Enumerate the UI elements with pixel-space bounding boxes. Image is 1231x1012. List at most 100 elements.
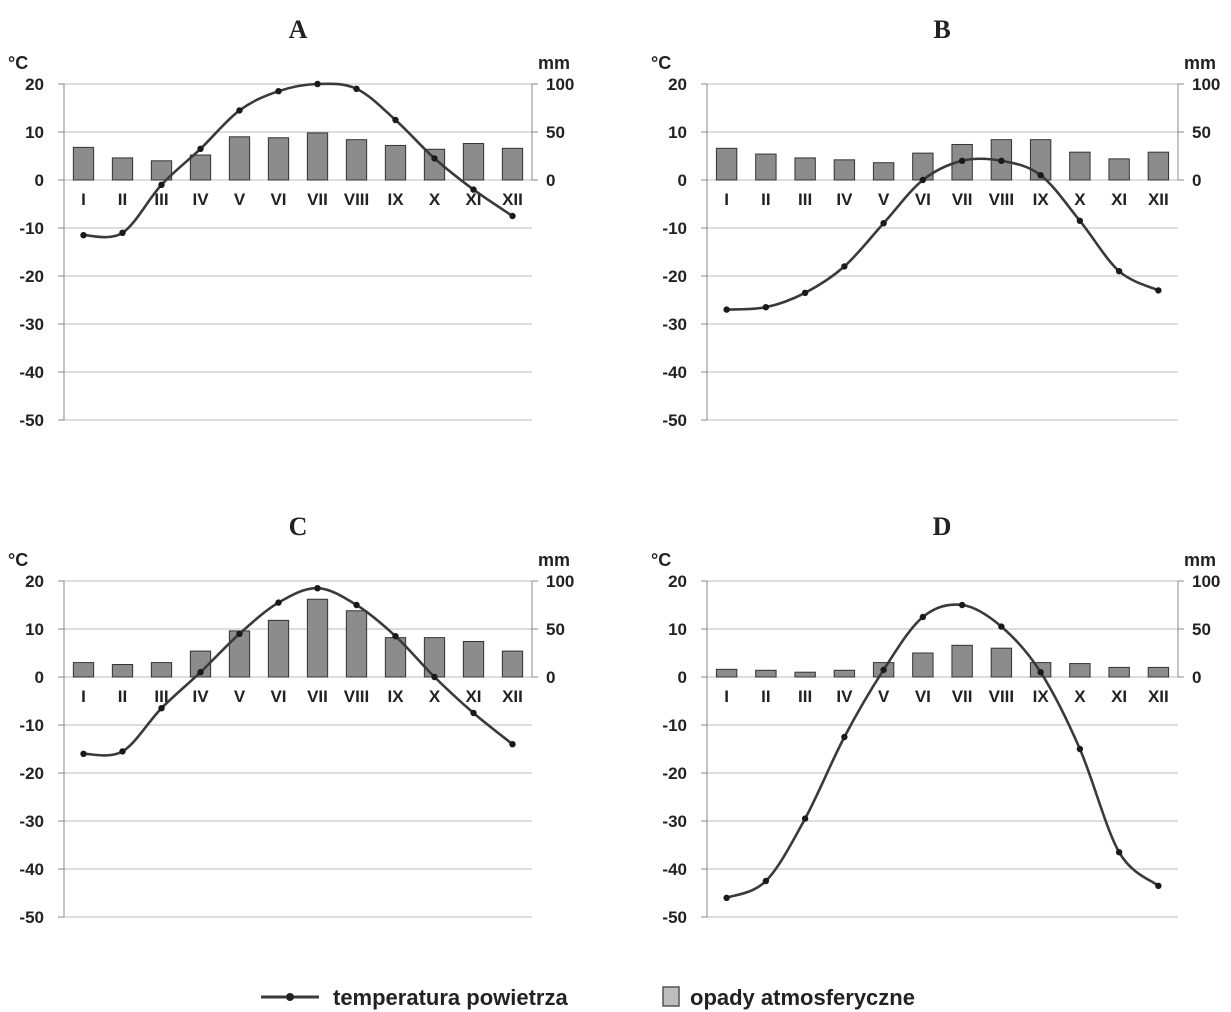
temperature-point (762, 304, 770, 311)
temperature-point (958, 157, 966, 164)
left-tick-label: -50 (662, 908, 687, 927)
temperature-point (275, 599, 282, 606)
left-tick-label: 0 (678, 668, 687, 687)
right-tick-label: 100 (1192, 75, 1220, 94)
temperature-point (119, 748, 126, 755)
precipitation-bar (267, 137, 290, 181)
left-tick-label: -50 (19, 908, 44, 927)
right-tick-label: 100 (1192, 572, 1220, 591)
left-tick-label: 20 (25, 75, 44, 94)
temperature-point (392, 633, 399, 640)
precipitation-bar (345, 610, 368, 678)
precipitation-bar (150, 160, 173, 181)
left-tick-label: -50 (19, 411, 44, 430)
temperature-point (353, 601, 360, 609)
right-tick-label: 0 (546, 668, 555, 687)
month-label: VII (307, 687, 328, 706)
temperature-point (314, 80, 321, 88)
left-tick-label: 10 (25, 620, 44, 639)
month-label: IV (192, 687, 209, 706)
temperature-point (353, 85, 360, 93)
month-label: VI (270, 687, 286, 706)
legend-temperature-label: temperatura powietrza (333, 985, 568, 1010)
left-tick-label: 0 (35, 171, 44, 190)
temperature-point (723, 894, 730, 901)
temperature-point (158, 181, 165, 188)
precipitation-bar (462, 640, 485, 678)
month-label: XI (1111, 190, 1127, 209)
precipitation-bar (423, 148, 446, 181)
left-axis-label: °C (651, 53, 671, 73)
precipitation-bar (267, 619, 290, 678)
precipitation-bar (951, 644, 973, 678)
legend-temperature-marker (286, 993, 294, 1001)
left-tick-label: -20 (662, 764, 687, 783)
temperature-point (236, 107, 243, 114)
right-axis-label: mm (1184, 550, 1216, 570)
month-label: XI (465, 687, 481, 706)
right-tick-label: 50 (546, 620, 565, 639)
precipitation-bar (72, 146, 95, 181)
temperature-point (723, 306, 730, 313)
month-label: X (1074, 687, 1086, 706)
left-tick-label: -10 (662, 219, 687, 238)
left-tick-label: 0 (35, 668, 44, 687)
month-label: III (798, 190, 812, 209)
temperature-point (1155, 882, 1162, 889)
precipitation-bar (1108, 158, 1130, 181)
right-tick-label: 100 (546, 572, 574, 591)
month-label: XI (1111, 687, 1127, 706)
right-tick-label: 0 (1192, 668, 1201, 687)
temperature-point (919, 176, 927, 184)
left-axis-label: °C (8, 53, 28, 73)
left-tick-label: -30 (662, 812, 687, 831)
temperature-line (83, 586, 514, 757)
left-tick-label: -20 (19, 764, 44, 783)
left-tick-label: 10 (25, 123, 44, 142)
temperature-point (1037, 172, 1044, 179)
temperature-point (801, 815, 809, 822)
month-label: III (154, 687, 168, 706)
precipitation-bar (150, 662, 173, 678)
temperature-point (998, 157, 1005, 164)
left-tick-label: -20 (19, 267, 44, 286)
chart-title: D (933, 512, 952, 541)
chart-title: B (933, 15, 950, 44)
temperature-point (80, 232, 87, 239)
month-label: II (761, 687, 770, 706)
chart-title: C (289, 512, 308, 541)
temperature-point (470, 186, 477, 193)
month-label: VIII (344, 687, 370, 706)
month-label: V (878, 687, 890, 706)
month-label: IX (387, 190, 404, 209)
right-tick-label: 100 (546, 75, 574, 94)
temperature-point (880, 666, 887, 673)
temperature-point (1076, 217, 1084, 224)
month-label: I (724, 687, 729, 706)
month-label: IV (836, 687, 853, 706)
precipitation-bar (715, 147, 738, 181)
precipitation-bar (111, 664, 134, 678)
left-tick-label: -40 (662, 363, 687, 382)
precipitation-bar (833, 669, 856, 678)
month-label: VII (307, 190, 328, 209)
left-tick-label: -30 (19, 315, 44, 334)
precipitation-bar (306, 598, 329, 678)
month-label: I (81, 190, 86, 209)
precipitation-bar (1029, 139, 1052, 181)
month-label: VII (952, 687, 973, 706)
left-tick-label: -10 (662, 716, 687, 735)
left-tick-label: -10 (19, 716, 44, 735)
temperature-point (1155, 287, 1162, 294)
month-label: II (118, 190, 127, 209)
temperature-point (841, 263, 848, 270)
month-label: V (234, 190, 246, 209)
precipitation-bar (990, 647, 1013, 678)
precipitation-bar (755, 153, 777, 181)
month-label: XII (502, 687, 523, 706)
temperature-point (841, 733, 848, 741)
